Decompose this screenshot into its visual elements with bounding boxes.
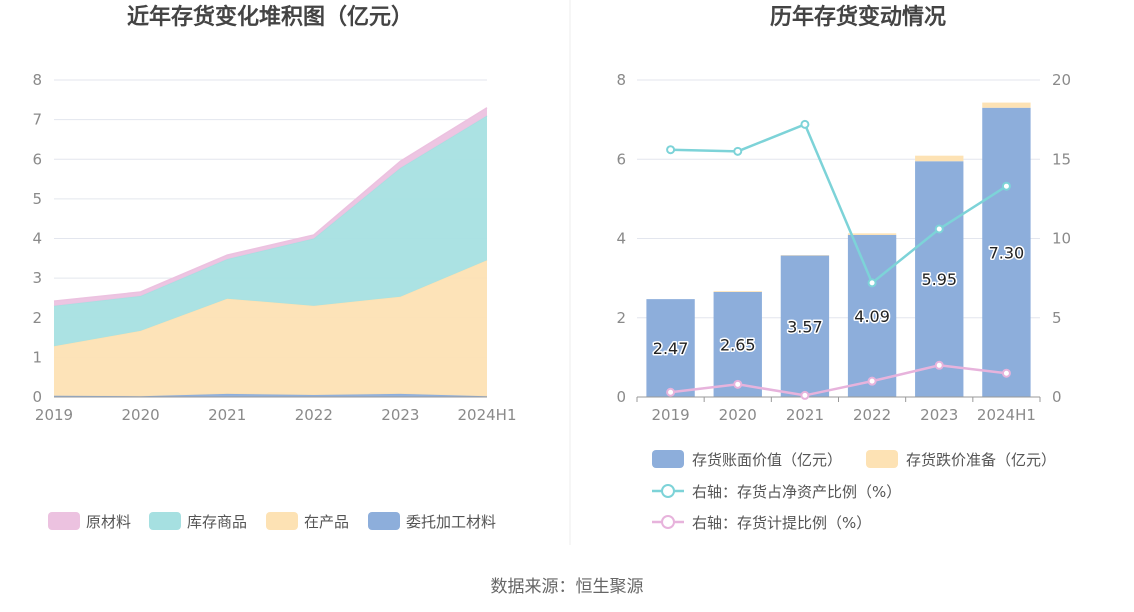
left-chart-title: 近年存货变化堆积图（亿元） — [127, 4, 413, 30]
legend-label: 在产品 — [304, 513, 349, 531]
y-tick-label: 4 — [616, 230, 626, 248]
bar-book-value — [646, 299, 695, 397]
x-tick-label: 2021 — [786, 406, 824, 424]
bar-data-label: 2.65 — [720, 335, 756, 354]
bar-impairment — [713, 291, 762, 292]
x-tick-label: 2023 — [920, 406, 958, 424]
bar-data-label: 5.95 — [921, 270, 957, 289]
bar-book-value — [915, 161, 964, 397]
legend-marker — [661, 515, 675, 529]
area-series-1 — [54, 260, 487, 397]
bar-data-label: 3.57 — [787, 317, 823, 336]
legend-label: 原材料 — [86, 513, 131, 531]
y2-tick-label: 0 — [1052, 388, 1062, 406]
bar-impairment — [847, 233, 897, 235]
bar-data-label: 2.47 — [653, 339, 689, 358]
legend-swatch — [368, 512, 400, 530]
bar-book-value — [713, 291, 762, 397]
x-tick-label: 2024H1 — [977, 406, 1036, 424]
y-tick-label: 0 — [616, 388, 626, 406]
line-point — [1001, 368, 1011, 378]
line-point — [867, 278, 877, 288]
x-tick-label: 2023 — [381, 406, 419, 424]
y-tick-label: 2 — [32, 309, 42, 327]
y-tick-label: 3 — [32, 269, 42, 287]
line-point — [666, 145, 676, 155]
y-tick-label: 1 — [32, 348, 42, 366]
left-legend: 原材料 库存商品 在产品 委托加工材料 — [48, 512, 496, 531]
legend-label: 存货账面价值（亿元） — [692, 451, 842, 469]
y2-tick-label: 20 — [1052, 71, 1071, 89]
bar-book-value — [780, 255, 830, 397]
y-tick-label: 4 — [32, 230, 42, 248]
legend-swatch — [149, 512, 181, 530]
y2-tick-label: 5 — [1052, 309, 1062, 327]
line-point — [800, 119, 810, 129]
bar-book-value — [847, 234, 897, 397]
line-series-1 — [670, 364, 1007, 397]
legend-swatch — [652, 450, 684, 468]
x-tick-label: 2020 — [122, 406, 160, 424]
line-point — [733, 379, 743, 389]
area-series-edge — [53, 107, 488, 302]
x-tick-label: 2021 — [208, 406, 246, 424]
line-point — [934, 224, 944, 234]
bar-impairment — [915, 155, 964, 162]
line-point — [733, 146, 743, 156]
legend-swatch — [866, 450, 898, 468]
x-tick-label: 2019 — [651, 406, 689, 424]
line-series-0 — [670, 122, 1008, 285]
legend-swatch — [48, 512, 80, 530]
line-point — [934, 360, 944, 370]
legend-label: 右轴：存货计提比例（%） — [692, 514, 871, 532]
y2-tick-label: 10 — [1052, 230, 1071, 248]
right-legend: 存货账面价值（亿元） 存货跌价准备（亿元） 右轴：存货占净资产比例（%） 右轴：存货计… — [652, 450, 1056, 532]
y-tick-label: 6 — [616, 150, 626, 168]
left-stacked-area-chart: 0 1 2 3 4 5 6 7 8 2019 2020 2021 2022 2023 2024H1 — [32, 71, 516, 424]
bar-data-label: 4.09 — [854, 307, 890, 326]
x-tick-label: 2020 — [719, 406, 757, 424]
y2-tick-label: 15 — [1052, 150, 1071, 168]
right-chart-title: 历年存货变动情况 — [770, 4, 946, 30]
legend-label: 委托加工材料 — [406, 513, 496, 531]
y-tick-label: 8 — [616, 71, 626, 89]
legend-label: 存货跌价准备（亿元） — [906, 451, 1056, 469]
bar-impairment — [982, 102, 1031, 108]
line-point — [1001, 181, 1011, 191]
data-source: 数据来源：恒生聚源 — [491, 577, 644, 597]
bar-data-label: 7.30 — [989, 243, 1025, 262]
legend-swatch — [266, 512, 298, 530]
legend-label: 右轴：存货占净资产比例（%） — [692, 483, 901, 501]
y-tick-label: 6 — [32, 150, 42, 168]
y-tick-label: 0 — [32, 388, 42, 406]
x-tick-label: 2019 — [35, 406, 73, 424]
area-series-2 — [54, 115, 487, 347]
line-point — [800, 390, 810, 400]
x-tick-label: 2022 — [853, 406, 891, 424]
legend-marker — [661, 484, 675, 498]
y-tick-label: 2 — [616, 309, 626, 327]
y-tick-label: 8 — [32, 71, 42, 89]
right-bar-line-chart: 0 2 4 6 8 0 5 10 15 20 2019 2020 2021 2022 2023 2024H1 2… — [616, 71, 1071, 424]
x-tick-label: 2024H1 — [458, 406, 517, 424]
x-tick-label: 2022 — [295, 406, 333, 424]
bar-book-value — [982, 107, 1031, 398]
y-tick-label: 5 — [32, 190, 42, 208]
y-tick-label: 7 — [32, 111, 42, 129]
legend-label: 库存商品 — [187, 513, 247, 531]
line-point — [666, 387, 676, 397]
line-point — [867, 376, 877, 386]
